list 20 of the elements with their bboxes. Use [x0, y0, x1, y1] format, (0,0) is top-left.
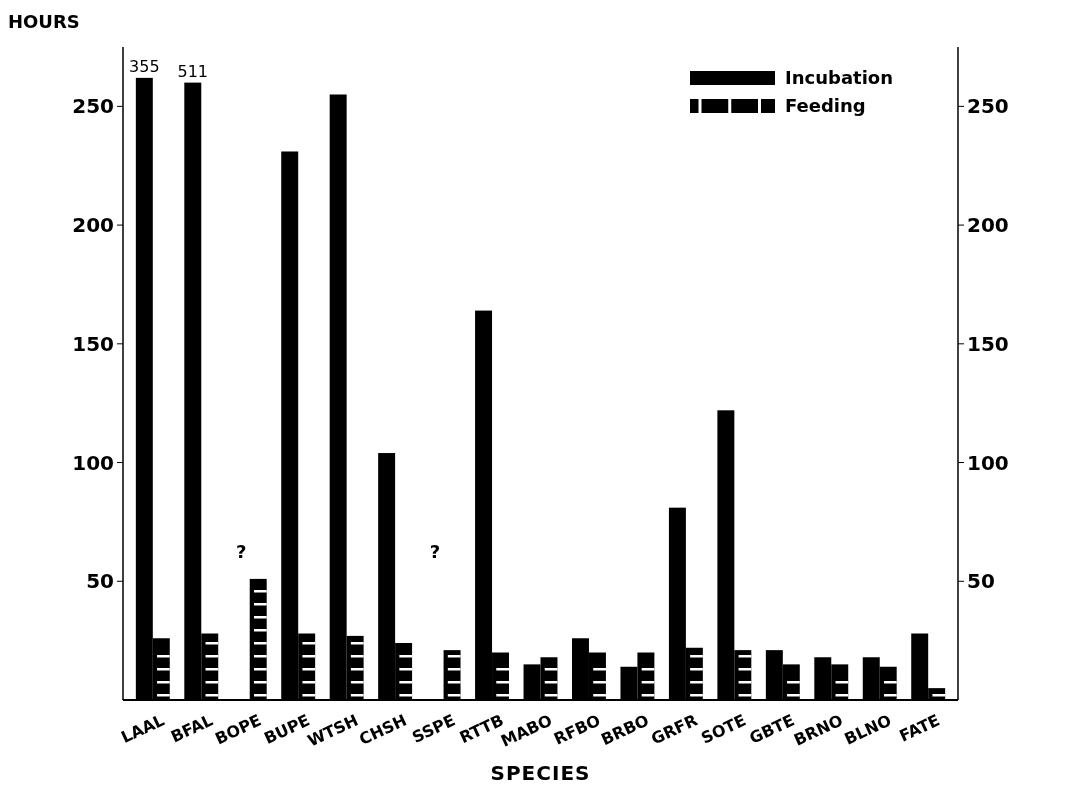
legend-label: Feeding	[785, 95, 866, 117]
y-tick-label: 100	[72, 450, 114, 475]
y2-tick-label: 50	[967, 569, 995, 594]
y2-tick-label: 150	[967, 331, 1009, 356]
x-axis-title: SPECIES	[490, 761, 591, 785]
y2-tick-label: 100	[967, 450, 1009, 475]
annotation: 511	[177, 61, 209, 81]
y2-tick-label: 250	[967, 94, 1009, 119]
y-tick-label: 200	[72, 213, 114, 238]
annotation: ?	[429, 540, 441, 562]
y-tick-label: 150	[72, 331, 114, 356]
y-tick-label: 50	[86, 569, 114, 594]
y2-tick-label: 200	[967, 213, 1009, 238]
y-tick-label: 250	[72, 94, 114, 119]
annotation: 355	[129, 56, 160, 76]
annotation: ?	[236, 540, 247, 562]
x-tick-label: BFAL	[167, 710, 216, 747]
legend-label: Incubation	[785, 67, 893, 89]
y-axis-title: HOURS	[8, 11, 80, 32]
x-tick-label: LAAL	[118, 710, 168, 747]
